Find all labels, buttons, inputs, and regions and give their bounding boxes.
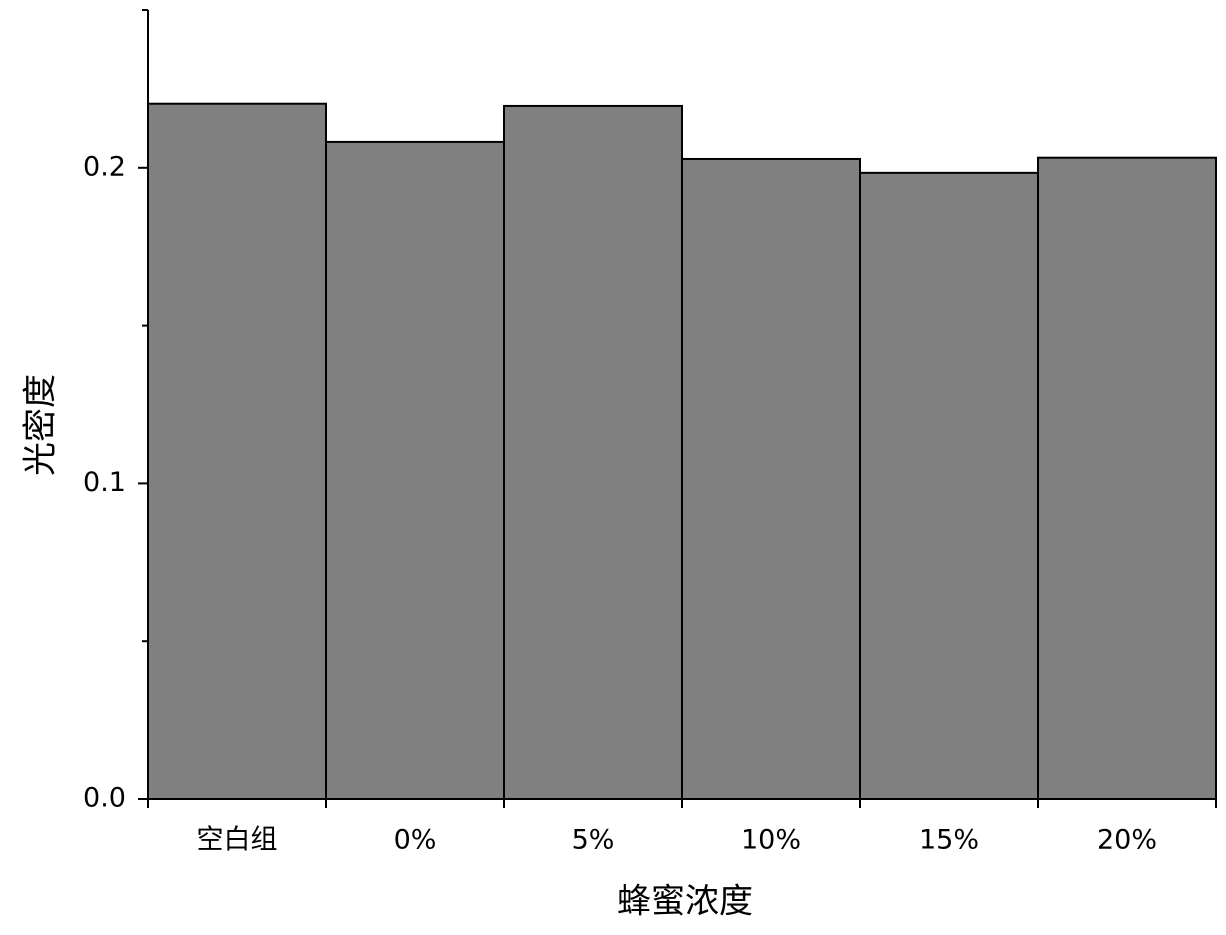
x-tick-label: 10% bbox=[741, 825, 801, 856]
bar bbox=[681, 157, 861, 800]
y-axis-label: 光密度 bbox=[21, 374, 61, 476]
bar bbox=[503, 104, 683, 801]
x-axis-label: 蜂蜜浓度 bbox=[617, 882, 753, 922]
y-tick-label: 0.1 bbox=[83, 467, 126, 498]
bar bbox=[325, 140, 505, 801]
bar bbox=[147, 102, 327, 800]
bar bbox=[859, 171, 1039, 800]
y-tick-label: 0.2 bbox=[83, 151, 126, 182]
y-tick-label: 0.0 bbox=[83, 783, 126, 814]
x-tick-label: 20% bbox=[1097, 825, 1157, 856]
bar bbox=[1037, 156, 1217, 800]
x-tick-label: 15% bbox=[919, 825, 979, 856]
x-tick-label: 空白组 bbox=[197, 825, 278, 856]
x-tick-label: 0% bbox=[394, 825, 437, 856]
x-tick-label: 5% bbox=[572, 825, 615, 856]
